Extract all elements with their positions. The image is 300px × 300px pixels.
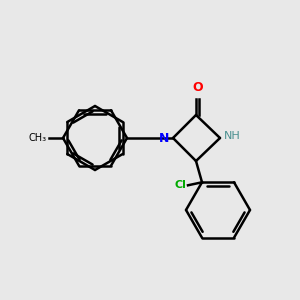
Text: CH₃: CH₃ <box>29 133 47 143</box>
Text: O: O <box>192 81 203 94</box>
Text: N: N <box>159 131 169 145</box>
Text: Cl: Cl <box>174 180 186 190</box>
Text: NH: NH <box>224 131 241 141</box>
